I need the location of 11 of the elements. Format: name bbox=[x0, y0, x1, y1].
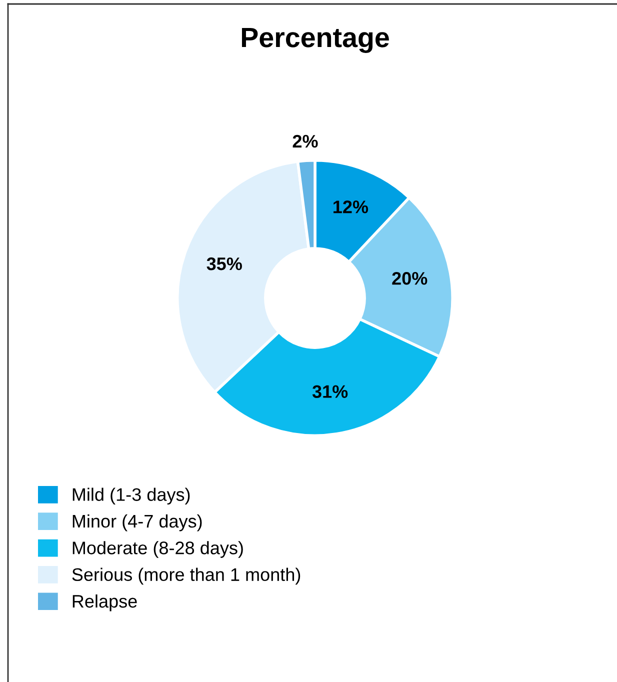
data-label: 12% bbox=[334, 200, 368, 214]
data-label: 20% bbox=[392, 272, 428, 285]
legend-label: Mild (1-3 days) bbox=[72, 488, 190, 505]
chart-title: Percentage bbox=[242, 28, 389, 53]
legend-label: Serious (more than 1 month) bbox=[72, 568, 300, 585]
data-label: 35% bbox=[206, 257, 242, 270]
legend-label: Relapse bbox=[72, 594, 137, 612]
data-label: 31% bbox=[312, 385, 348, 398]
legend-label: Moderate (8-28 days) bbox=[72, 541, 243, 558]
data-label: 2% bbox=[292, 134, 318, 148]
legend-label: Minor (4-7 days) bbox=[72, 514, 202, 532]
